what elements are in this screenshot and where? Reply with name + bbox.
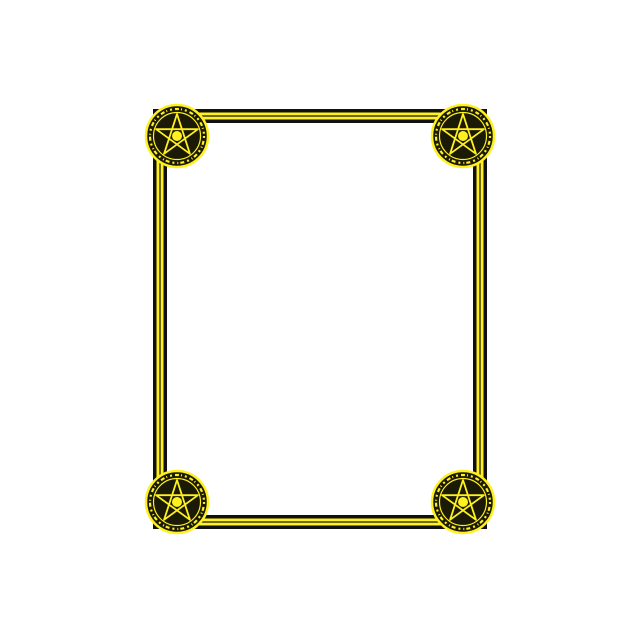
pentagram-seal-icon-top-left bbox=[144, 103, 210, 169]
pentagram-seal-icon-bottom-left bbox=[144, 469, 210, 535]
pentagram-seal-icon-top-right bbox=[430, 103, 496, 169]
frame-border bbox=[153, 109, 487, 529]
pentagram-seal-icon-bottom-right bbox=[430, 469, 496, 535]
